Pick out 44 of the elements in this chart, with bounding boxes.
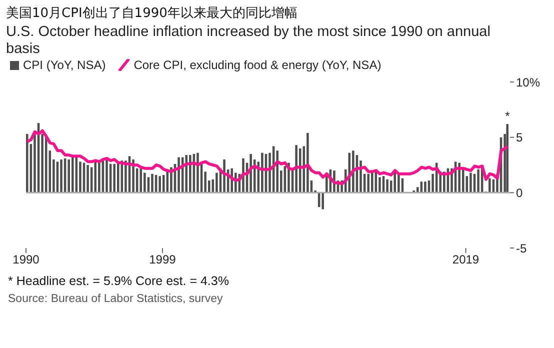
bar	[94, 160, 97, 193]
bar	[79, 162, 82, 193]
bar	[98, 162, 100, 193]
bar	[477, 169, 480, 193]
bar	[370, 172, 374, 193]
bar	[398, 174, 400, 193]
bar	[26, 134, 28, 193]
y-tick-label: 10%	[516, 75, 540, 90]
bar	[68, 159, 70, 193]
bar	[158, 176, 161, 193]
bar	[144, 172, 146, 193]
line-series	[26, 129, 509, 186]
x-tick-label: 2019	[452, 252, 480, 267]
annotation: *	[505, 109, 510, 124]
bar	[113, 164, 116, 193]
bar	[424, 182, 426, 193]
bar	[386, 179, 388, 193]
bar	[86, 165, 89, 193]
bar	[162, 174, 165, 193]
source-note: Source: Bureau of Labor Statistics, survey	[8, 293, 224, 305]
legend-label: CPI (YoY, NSA)	[23, 58, 106, 72]
text: * Headline est. = 5.9% Core est. = 4.3%	[8, 274, 230, 288]
bar	[261, 152, 264, 193]
bar	[151, 174, 154, 193]
y-tick-label: 5	[516, 130, 523, 145]
bar	[60, 159, 62, 193]
bar	[295, 145, 298, 193]
bar	[71, 157, 74, 193]
bar	[322, 192, 324, 210]
x-tick-label: 1999	[149, 252, 176, 267]
bar	[470, 172, 472, 193]
bar	[140, 168, 142, 193]
bar	[367, 174, 370, 193]
bar	[488, 178, 491, 193]
legend-label: Core CPI, excluding food & energy (YoY, NSA)	[134, 58, 382, 72]
bar	[506, 124, 508, 193]
y-tick-label: -5	[516, 241, 527, 256]
chart-subtitle: U.S. October headline inflation increased by the most since 1990 on annual basis	[6, 24, 492, 58]
x-tick-label: 1990	[12, 252, 40, 267]
bar	[216, 172, 218, 193]
bar	[306, 132, 309, 193]
bar	[116, 162, 120, 193]
y-tick-label: 0	[516, 186, 523, 200]
chart-title: 美国10月CPI创出了自1990年以来最大的同比增幅	[6, 5, 298, 22]
